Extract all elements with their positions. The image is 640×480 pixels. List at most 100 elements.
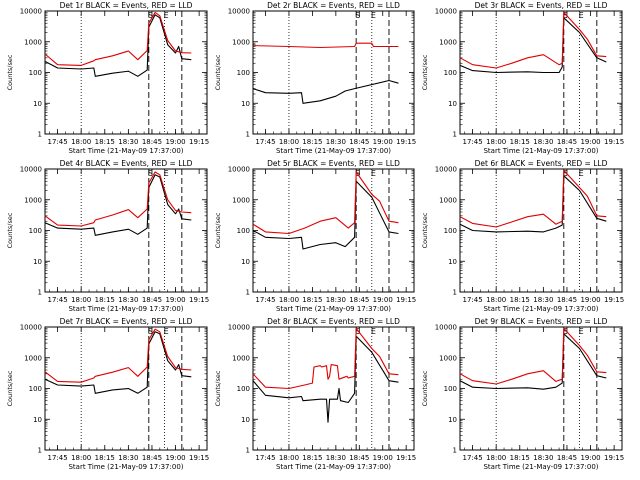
x-axis-label: Start Time (21-May-09 17:37:00) — [68, 147, 183, 155]
x-tick-label: 18:30 — [533, 138, 553, 146]
saa-marker: E — [164, 327, 169, 336]
y-tick-label: 1000 — [24, 354, 42, 362]
plot-frame — [252, 326, 415, 451]
x-tick-label: 18:30 — [118, 454, 138, 462]
chart-title: Det 2r BLACK = Events, RED = LLD — [267, 1, 400, 10]
series-line-lld — [252, 42, 399, 49]
y-tick-label: 100 — [444, 385, 457, 393]
x-tick-label: 19:15 — [604, 296, 624, 304]
x-tick-label: 19:15 — [189, 454, 209, 462]
x-tick-label: 18:15 — [510, 296, 530, 304]
y-tick-label: 100 — [237, 69, 250, 77]
y-tick-label: 100 — [444, 227, 457, 235]
plot-frame — [252, 168, 415, 293]
x-tick-label: 18:45 — [142, 296, 162, 304]
y-axis-label: Counts/sec — [6, 370, 14, 406]
chart-title: Det 7r BLACK = Events, RED = LLD — [60, 317, 193, 326]
x-tick-label: 19:00 — [373, 138, 393, 146]
x-tick-label: 19:15 — [396, 454, 416, 462]
x-tick-label: 17:45 — [47, 296, 67, 304]
x-tick-label: 18:45 — [557, 138, 577, 146]
saa-marker: S — [563, 11, 568, 20]
x-tick-label: 18:15 — [510, 454, 530, 462]
saa-marker: E — [579, 169, 584, 178]
series-line-lld — [459, 169, 607, 228]
y-tick-label: 10 — [241, 258, 250, 266]
y-tick-label: 1 — [246, 289, 250, 297]
chart-title: Det 5r BLACK = Events, RED = LLD — [267, 159, 400, 168]
x-tick-label: 18:15 — [302, 138, 322, 146]
y-tick-label: 1000 — [439, 196, 457, 204]
x-tick-label: 17:45 — [255, 138, 275, 146]
x-tick-label: 18:30 — [533, 454, 553, 462]
x-tick-label: 19:00 — [580, 454, 600, 462]
saa-marker: S — [563, 169, 568, 178]
chart-panel-5: Det 5r BLACK = Events, RED = LLD 1 10 100 10… — [214, 159, 416, 313]
y-tick-label: 10000 — [435, 324, 457, 332]
series-line-events — [252, 180, 399, 250]
x-tick-label: 18:30 — [326, 138, 346, 146]
y-tick-label: 1000 — [232, 196, 250, 204]
chart-panel-7: Det 7r BLACK = Events, RED = LLD 1 10 100 10… — [6, 317, 209, 471]
series-line-lld — [44, 171, 192, 227]
series-line-lld — [252, 171, 399, 235]
y-tick-label: 10 — [33, 416, 42, 424]
x-tick-label: 18:00 — [279, 454, 299, 462]
y-tick-label: 10000 — [228, 324, 250, 332]
x-axis-label: Start Time (21-May-09 17:37:00) — [68, 463, 183, 471]
y-tick-label: 1000 — [24, 38, 42, 46]
saa-marker: E — [371, 169, 376, 178]
y-axis-label: Counts/sec — [421, 54, 429, 90]
x-axis-label: Start Time (21-May-09 17:37:00) — [483, 147, 598, 155]
y-tick-label: 1 — [453, 289, 457, 297]
y-tick-label: 100 — [237, 385, 250, 393]
x-axis-label: Start Time (21-May-09 17:37:00) — [276, 305, 391, 313]
plot-frame — [44, 168, 208, 293]
x-tick-label: 18:15 — [302, 454, 322, 462]
y-tick-label: 10000 — [20, 166, 42, 174]
chart-panel-6: Det 6r BLACK = Events, RED = LLD 1 10 100 10… — [421, 159, 624, 313]
plot-frame — [44, 10, 208, 135]
x-tick-label: 18:15 — [95, 138, 115, 146]
x-tick-label: 18:15 — [95, 296, 115, 304]
series-line-events — [44, 174, 192, 236]
x-tick-label: 18:45 — [557, 454, 577, 462]
x-tick-label: 18:15 — [302, 296, 322, 304]
y-tick-label: 1000 — [439, 354, 457, 362]
series-line-events — [459, 175, 607, 233]
y-tick-label: 1000 — [232, 354, 250, 362]
y-tick-label: 1 — [38, 131, 42, 139]
x-tick-label: 18:45 — [349, 296, 369, 304]
x-tick-label: 19:15 — [604, 454, 624, 462]
y-tick-label: 1 — [453, 131, 457, 139]
x-tick-label: 19:00 — [580, 138, 600, 146]
y-tick-label: 1 — [453, 447, 457, 455]
chart-title: Det 4r BLACK = Events, RED = LLD — [60, 159, 193, 168]
series-line-events — [44, 14, 192, 77]
y-tick-label: 10 — [448, 258, 457, 266]
y-tick-label: 1 — [38, 447, 42, 455]
series-line-lld — [459, 11, 607, 69]
saa-marker: E — [371, 327, 376, 336]
x-tick-label: 17:45 — [462, 454, 482, 462]
x-tick-label: 19:15 — [604, 138, 624, 146]
y-tick-label: 10 — [33, 258, 42, 266]
y-tick-label: 100 — [29, 69, 42, 77]
chart-title: Det 9r BLACK = Events, RED = LLD — [475, 317, 608, 326]
x-tick-label: 19:00 — [165, 454, 185, 462]
saa-marker: E — [164, 11, 169, 20]
series-line-events — [252, 335, 399, 423]
y-tick-label: 1 — [246, 447, 250, 455]
y-tick-label: 100 — [29, 385, 42, 393]
y-tick-label: 10 — [33, 100, 42, 108]
series-line-lld — [44, 11, 192, 66]
x-tick-label: 18:45 — [349, 454, 369, 462]
y-tick-label: 10 — [241, 416, 250, 424]
y-axis-label: Counts/sec — [6, 54, 14, 90]
chart-title: Det 8r BLACK = Events, RED = LLD — [267, 317, 400, 326]
y-tick-label: 10 — [448, 100, 457, 108]
x-tick-label: 19:00 — [165, 138, 185, 146]
saa-marker: S — [355, 327, 360, 336]
x-tick-label: 17:45 — [462, 138, 482, 146]
